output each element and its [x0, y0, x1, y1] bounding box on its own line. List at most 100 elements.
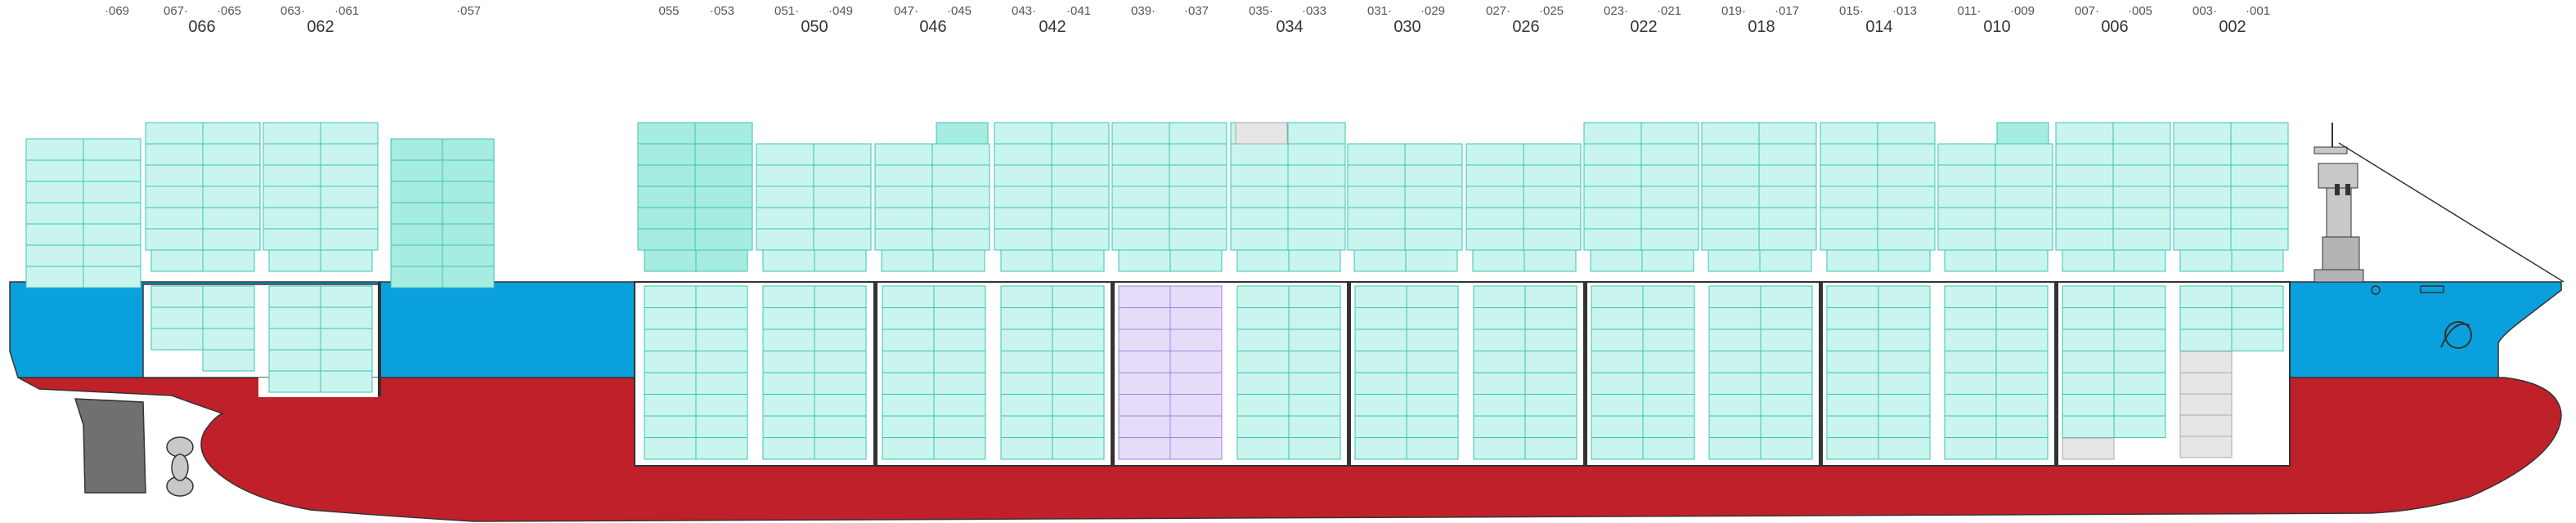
reefer-container	[1118, 329, 1171, 351]
reefer-container	[1169, 437, 1223, 460]
container	[1826, 437, 1879, 460]
container	[1287, 143, 1346, 166]
container	[1052, 249, 1105, 272]
container	[1169, 122, 1227, 145]
container	[637, 122, 696, 145]
container	[1591, 285, 1644, 308]
container	[695, 437, 748, 460]
empty-slot	[2179, 436, 2233, 458]
bay-label: 063·	[280, 4, 305, 18]
container	[1758, 207, 1817, 230]
container	[694, 186, 753, 208]
container	[637, 164, 696, 187]
container	[1826, 372, 1879, 395]
container	[1524, 351, 1577, 373]
bay-label: 027·	[1486, 4, 1510, 18]
container	[268, 328, 321, 351]
empty-slot	[1235, 122, 1288, 145]
container	[2230, 122, 2289, 145]
container	[1708, 372, 1761, 395]
container	[1052, 372, 1105, 395]
bay-label: 007·	[2075, 4, 2099, 18]
container	[1760, 372, 1813, 395]
container	[1473, 437, 1526, 460]
container	[1826, 351, 1879, 373]
bay-label: 062	[307, 18, 334, 36]
container	[1000, 285, 1053, 308]
container	[644, 307, 697, 330]
bay-label: ·049	[828, 4, 853, 18]
container	[1354, 285, 1407, 308]
container	[1472, 249, 1525, 272]
bay-label: 031·	[1367, 4, 1392, 18]
container	[1473, 285, 1526, 308]
container	[1758, 143, 1817, 166]
bay-label: 039·	[1131, 4, 1156, 18]
bay-labels: 066 062 050 046 042 034 030 026 022 018 …	[105, 4, 2270, 36]
container	[2231, 307, 2284, 330]
container	[1701, 143, 1760, 166]
container	[1820, 228, 1878, 251]
container	[1641, 249, 1694, 272]
container	[320, 306, 373, 329]
container	[1944, 249, 1997, 272]
container	[1583, 122, 1642, 145]
bay-label: ·041	[1066, 4, 1091, 18]
container	[1995, 394, 2049, 417]
container	[1708, 285, 1761, 308]
container	[202, 164, 261, 187]
container	[1000, 372, 1053, 395]
container	[442, 138, 495, 161]
container	[762, 351, 815, 373]
container	[1169, 186, 1227, 208]
container	[813, 143, 872, 166]
container	[145, 122, 204, 145]
container	[320, 143, 379, 166]
container	[1406, 351, 1459, 373]
container	[1583, 186, 1642, 208]
container	[1524, 285, 1577, 308]
container	[1995, 143, 2053, 166]
container	[320, 228, 379, 251]
container	[202, 349, 255, 372]
container	[83, 159, 141, 182]
container	[931, 164, 990, 187]
container	[637, 228, 696, 251]
container	[1473, 329, 1526, 351]
container	[1944, 329, 1997, 351]
container	[1708, 249, 1761, 272]
container	[882, 394, 935, 417]
container	[263, 186, 321, 208]
container	[1642, 394, 1695, 417]
container	[1995, 285, 2049, 308]
container	[2112, 186, 2171, 208]
container	[1523, 186, 1582, 208]
container	[1052, 437, 1105, 460]
container	[1406, 437, 1459, 460]
container	[145, 143, 204, 166]
container	[1878, 394, 1931, 417]
bay-label: 051·	[774, 4, 799, 18]
container	[1169, 207, 1227, 230]
empty-slot	[2179, 372, 2233, 395]
container	[1642, 307, 1695, 330]
container	[1701, 228, 1760, 251]
container	[1708, 307, 1761, 330]
container	[814, 307, 867, 330]
container	[933, 415, 986, 438]
container	[1826, 249, 1879, 272]
container	[814, 285, 867, 308]
container	[1583, 228, 1642, 251]
container	[202, 122, 261, 145]
hold-bulkheads	[378, 282, 2058, 466]
container	[695, 307, 748, 330]
container	[762, 249, 815, 272]
container	[1111, 143, 1170, 166]
container	[442, 244, 495, 267]
container	[145, 207, 204, 230]
container	[442, 223, 495, 246]
container	[644, 351, 697, 373]
container	[1995, 249, 2049, 272]
container	[1052, 394, 1105, 417]
